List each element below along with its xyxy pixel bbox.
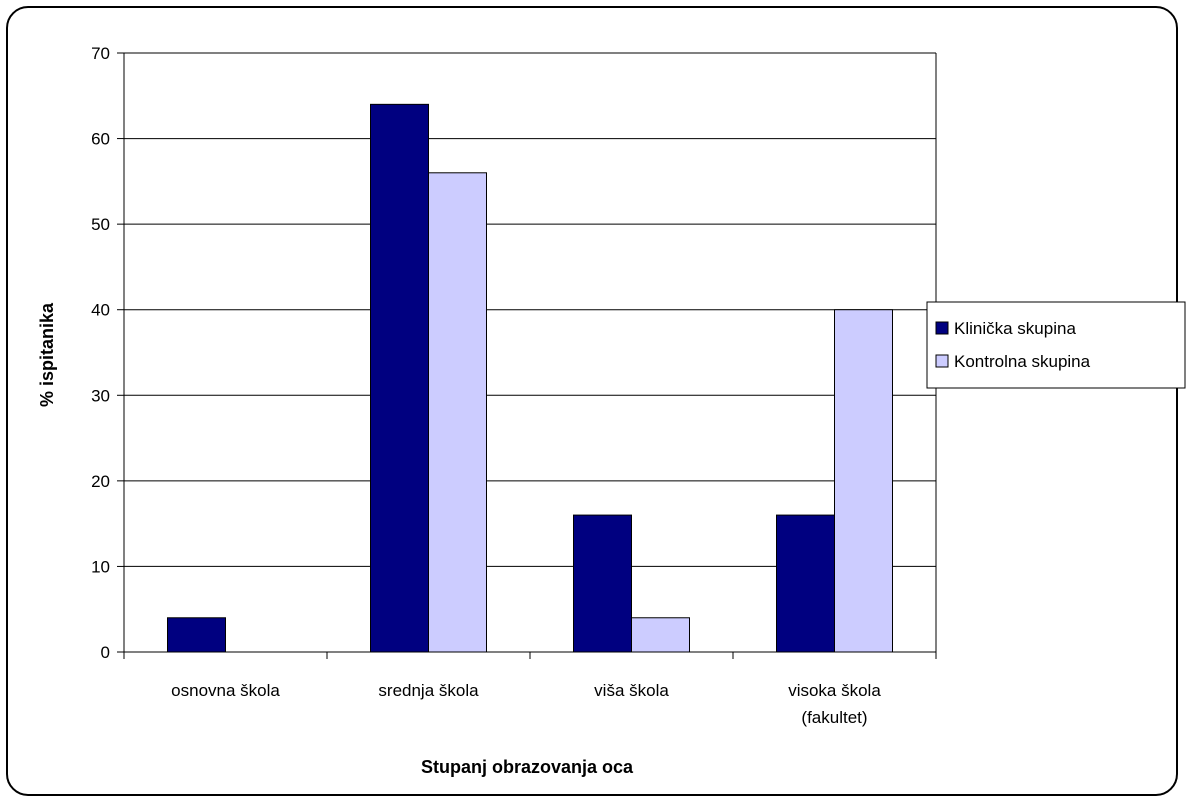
bar-klinicka: [776, 514, 835, 653]
y-tick-label: 60: [91, 130, 110, 149]
bar-klinicka: [167, 617, 226, 653]
y-tick-label: 0: [101, 643, 110, 662]
bar-kontrolna: [428, 172, 487, 653]
chart-frame: [6, 6, 1178, 796]
legend-label: Kontrolna skupina: [954, 352, 1091, 371]
bars: [167, 103, 893, 653]
x-tick-labels: osnovna škola srednja škola viša škola viso…: [171, 681, 881, 727]
bar-kontrolna: [631, 617, 690, 653]
bar-klinicka: [370, 103, 429, 653]
x-tick-label: (fakultet): [801, 708, 867, 727]
x-tick-label: visoka škola: [788, 681, 881, 700]
y-tick-label: 70: [91, 44, 110, 63]
y-tick-label: 50: [91, 215, 110, 234]
y-axis-title: % ispitanika: [37, 302, 57, 407]
legend: Klinička skupina Kontrolna skupina: [926, 301, 1186, 389]
x-tick-label: srednja škola: [378, 681, 479, 700]
bar-klinicka: [573, 514, 632, 653]
x-axis-title: Stupanj obrazovanja oca: [421, 757, 634, 777]
gridlines: [124, 52, 936, 567]
x-tick-label: viša škola: [594, 681, 669, 700]
legend-box: [926, 301, 1186, 389]
x-tick-label: osnovna škola: [171, 681, 280, 700]
legend-swatch: [935, 354, 949, 368]
y-tick-label: 30: [91, 386, 110, 405]
legend-swatch: [935, 321, 949, 335]
y-tick-labels: 0 10 20 30 40 50 60 70: [91, 44, 110, 662]
bar-kontrolna: [834, 309, 893, 653]
y-tick-label: 10: [91, 557, 110, 576]
y-tick-label: 20: [91, 472, 110, 491]
legend-label: Klinička skupina: [954, 319, 1076, 338]
y-tick-label: 40: [91, 301, 110, 320]
